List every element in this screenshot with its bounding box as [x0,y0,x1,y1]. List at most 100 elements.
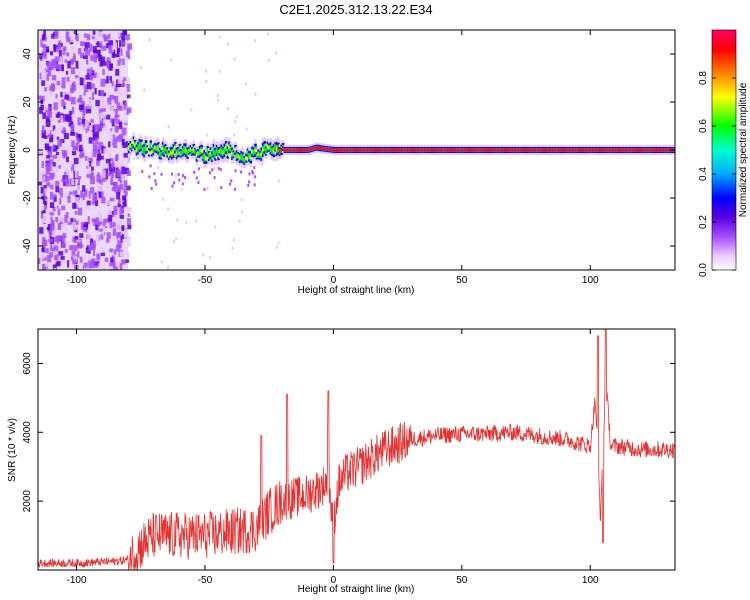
noise-cell [92,138,95,144]
ridge-core [534,148,538,152]
noise-cell [71,178,75,186]
ridge-core [295,148,299,152]
ridge-core [359,148,362,152]
ridge-core [449,148,453,152]
bottom-y-axis: 2000 4000 6000 [22,352,675,512]
noise-cell [57,99,62,103]
noise-cell [119,251,124,257]
ridge-core [662,148,666,152]
ridge-core [366,148,370,152]
ridge-mid [271,148,274,155]
ridge-core [408,148,411,152]
noise-cell [62,268,68,270]
noise-cell [87,89,91,94]
ridge-mid [188,148,191,154]
ridge-core [445,148,448,152]
ridge-core [610,148,613,152]
ridge-core [192,148,196,152]
noise-cell [79,233,84,238]
noise-cell [93,219,98,226]
noise-cell [99,41,103,49]
scatter-cell [148,38,151,42]
noise-cell [117,31,121,37]
noise-cell [49,191,54,200]
ridge-core [577,148,581,152]
noise-cell [108,105,113,110]
speckle [254,175,257,179]
colorbar-tick-label: 0.4 [698,167,709,181]
noise-cell [45,105,48,110]
noise-cell [121,127,127,134]
noise-cell [117,59,121,66]
noise-cell [92,132,96,141]
noise-cell [48,228,54,234]
ridge-core [624,148,627,152]
x-tick-label: -50 [198,275,213,286]
noise-cell [54,30,59,39]
noise-cell [84,88,90,93]
ridge-core [298,148,302,152]
noise-cell [92,143,98,151]
colorbar-tick-label: 0.0 [698,263,709,277]
noise-cell [70,256,74,261]
ridge-mid [155,145,159,152]
noise-cell [52,206,56,212]
noise-cell [54,258,57,263]
noise-cell [61,235,66,244]
noise-cell [71,140,75,147]
noise-cell [111,256,115,263]
noise-cell [101,103,107,110]
ridge-core [379,148,382,152]
noise-cell [85,106,89,110]
noise-cell [41,161,44,169]
noise-cell [43,256,47,261]
ridge-core [275,147,279,151]
noise-cell [71,46,75,54]
noise-cell [56,205,59,209]
ridge-core [542,148,545,152]
noise-cell [62,47,66,56]
ridge-core [318,146,322,150]
x-tick-label: -50 [198,575,213,586]
noise-cell [50,181,56,185]
noise-cell [120,235,123,244]
noise-cell [60,255,65,260]
scatter-cell [254,92,257,96]
speckle [150,186,153,190]
ridge-core [540,148,544,152]
ridge-core [320,146,324,150]
noise-cell [116,49,120,58]
noise-cell [118,162,124,171]
snr-series-line [38,329,675,570]
ridge-core [439,148,442,152]
noise-cell [85,74,91,80]
noise-cell [55,63,58,69]
noise-cell [50,222,55,231]
noise-cell [83,90,86,96]
noise-cell [69,80,73,86]
ridge-mid [241,154,245,162]
ridge-core [634,148,638,152]
noise-cell [59,216,64,222]
noise-cell [108,262,113,270]
noise-cell [50,60,55,67]
noise-cell [119,200,124,205]
ridge-mid [201,154,205,160]
ridge-mid [183,145,186,153]
ridge-core [597,148,601,152]
ridge-core [661,148,664,152]
ridge-core [154,146,157,150]
noise-cell [112,81,115,89]
noise-cell [97,183,102,192]
ridge-core [322,146,325,150]
noise-cell [117,92,123,97]
ridge-core [425,148,428,152]
noise-cell [57,235,62,241]
noise-cell [56,136,60,140]
colorbar-gradient [711,29,737,271]
noise-cell [78,69,81,77]
ridge-core [617,148,621,152]
ridge-core [251,150,254,154]
ridge-core [499,148,502,152]
noise-cell [114,112,118,121]
